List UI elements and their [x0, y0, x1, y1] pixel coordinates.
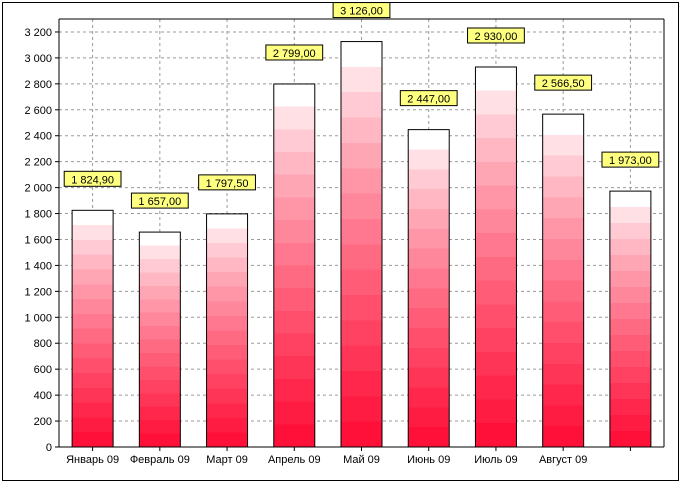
x-tick-label: Февраль 09 — [130, 454, 190, 466]
data-label: 2 930,00 — [467, 27, 525, 44]
y-tick-label: 1 800 — [24, 209, 52, 221]
y-tick-label: 1 000 — [24, 312, 52, 324]
bar — [407, 129, 450, 448]
axes — [55, 18, 665, 451]
x-tick-labels: Январь 09 Февраль 09 Март 09 Апрель 09 Май 0… — [66, 454, 587, 466]
y-tick-labels: 0 200 400 600 800 1 000 1 200 1 400 1 600 1 800 2 … — [24, 27, 52, 454]
data-labels: 1 824,90 1 657,00 1 797,50 2 799,00 3 126,00… — [63, 3, 660, 209]
y-tick-label: 1 200 — [24, 286, 52, 298]
data-label: 2 566,50 — [534, 74, 593, 91]
data-label-box — [198, 174, 256, 191]
y-tick-label: 800 — [34, 338, 52, 350]
bar — [71, 209, 114, 448]
data-label-text: 1 824,90 — [71, 174, 114, 186]
x-tick-label: Январь 09 — [66, 454, 119, 466]
bar-chart: 0 200 400 600 800 1 000 1 200 1 400 1 600 1 800 2 … — [24, 3, 665, 466]
y-tick-label: 2 000 — [24, 183, 52, 195]
data-label-text: 3 126,00 — [340, 6, 383, 18]
data-label-box — [130, 192, 189, 209]
data-label: 3 126,00 — [332, 3, 391, 19]
x-tick-label: Июль 09 — [474, 454, 517, 466]
data-label-box — [534, 74, 593, 91]
bar — [340, 41, 383, 448]
bar — [609, 190, 652, 448]
y-tick-label: 3 000 — [24, 53, 52, 65]
x-tick-label: Апрель 09 — [268, 454, 321, 466]
bar — [206, 213, 249, 448]
y-tick-label: 2 400 — [24, 131, 52, 143]
data-label: 2 447,00 — [399, 90, 458, 107]
data-label-box — [601, 151, 660, 168]
bar — [474, 66, 517, 448]
data-label-text: 2 930,00 — [475, 31, 518, 43]
data-label: 1 657,00 — [130, 192, 189, 209]
data-label-text: 2 447,00 — [407, 94, 450, 106]
y-tick-label: 200 — [34, 416, 52, 428]
x-tick-label: Август 09 — [539, 454, 587, 466]
data-label-text: 1 657,00 — [138, 196, 181, 208]
x-tick-label: Май 09 — [343, 454, 380, 466]
chart-frame: 0 200 400 600 800 1 000 1 200 1 400 1 600 1 800 2 … — [2, 2, 679, 481]
data-label-text: 1 797,50 — [206, 178, 249, 190]
data-label-text: 1 973,00 — [609, 155, 652, 167]
bar — [542, 113, 585, 448]
y-tick-label: 3 200 — [24, 27, 52, 39]
bar — [138, 231, 181, 448]
data-label: 2 799,00 — [265, 44, 324, 61]
data-label: 1 973,00 — [601, 151, 660, 168]
data-label: 1 797,50 — [198, 174, 256, 191]
y-tick-label: 2 200 — [24, 157, 52, 169]
y-tick-label: 400 — [34, 390, 52, 402]
data-label-box — [467, 27, 525, 44]
y-tick-label: 1 400 — [24, 260, 52, 272]
bar — [273, 83, 316, 448]
data-label-box — [63, 170, 122, 187]
y-tick-label: 600 — [34, 364, 52, 376]
y-tick-label: 2 800 — [24, 79, 52, 91]
y-tick-label: 0 — [46, 442, 52, 454]
data-label: 1 824,90 — [63, 170, 122, 187]
x-tick-label: Март 09 — [206, 454, 248, 466]
bars — [71, 41, 652, 448]
y-tick-label: 2 600 — [24, 105, 52, 117]
data-label-text: 2 799,00 — [273, 48, 316, 60]
y-tick-label: 1 600 — [24, 234, 52, 246]
data-label-box — [332, 3, 391, 19]
data-label-box — [399, 90, 458, 107]
x-tick-label: Июнь 09 — [407, 454, 450, 466]
data-label-text: 2 566,50 — [542, 78, 585, 90]
data-label-box — [265, 44, 324, 61]
